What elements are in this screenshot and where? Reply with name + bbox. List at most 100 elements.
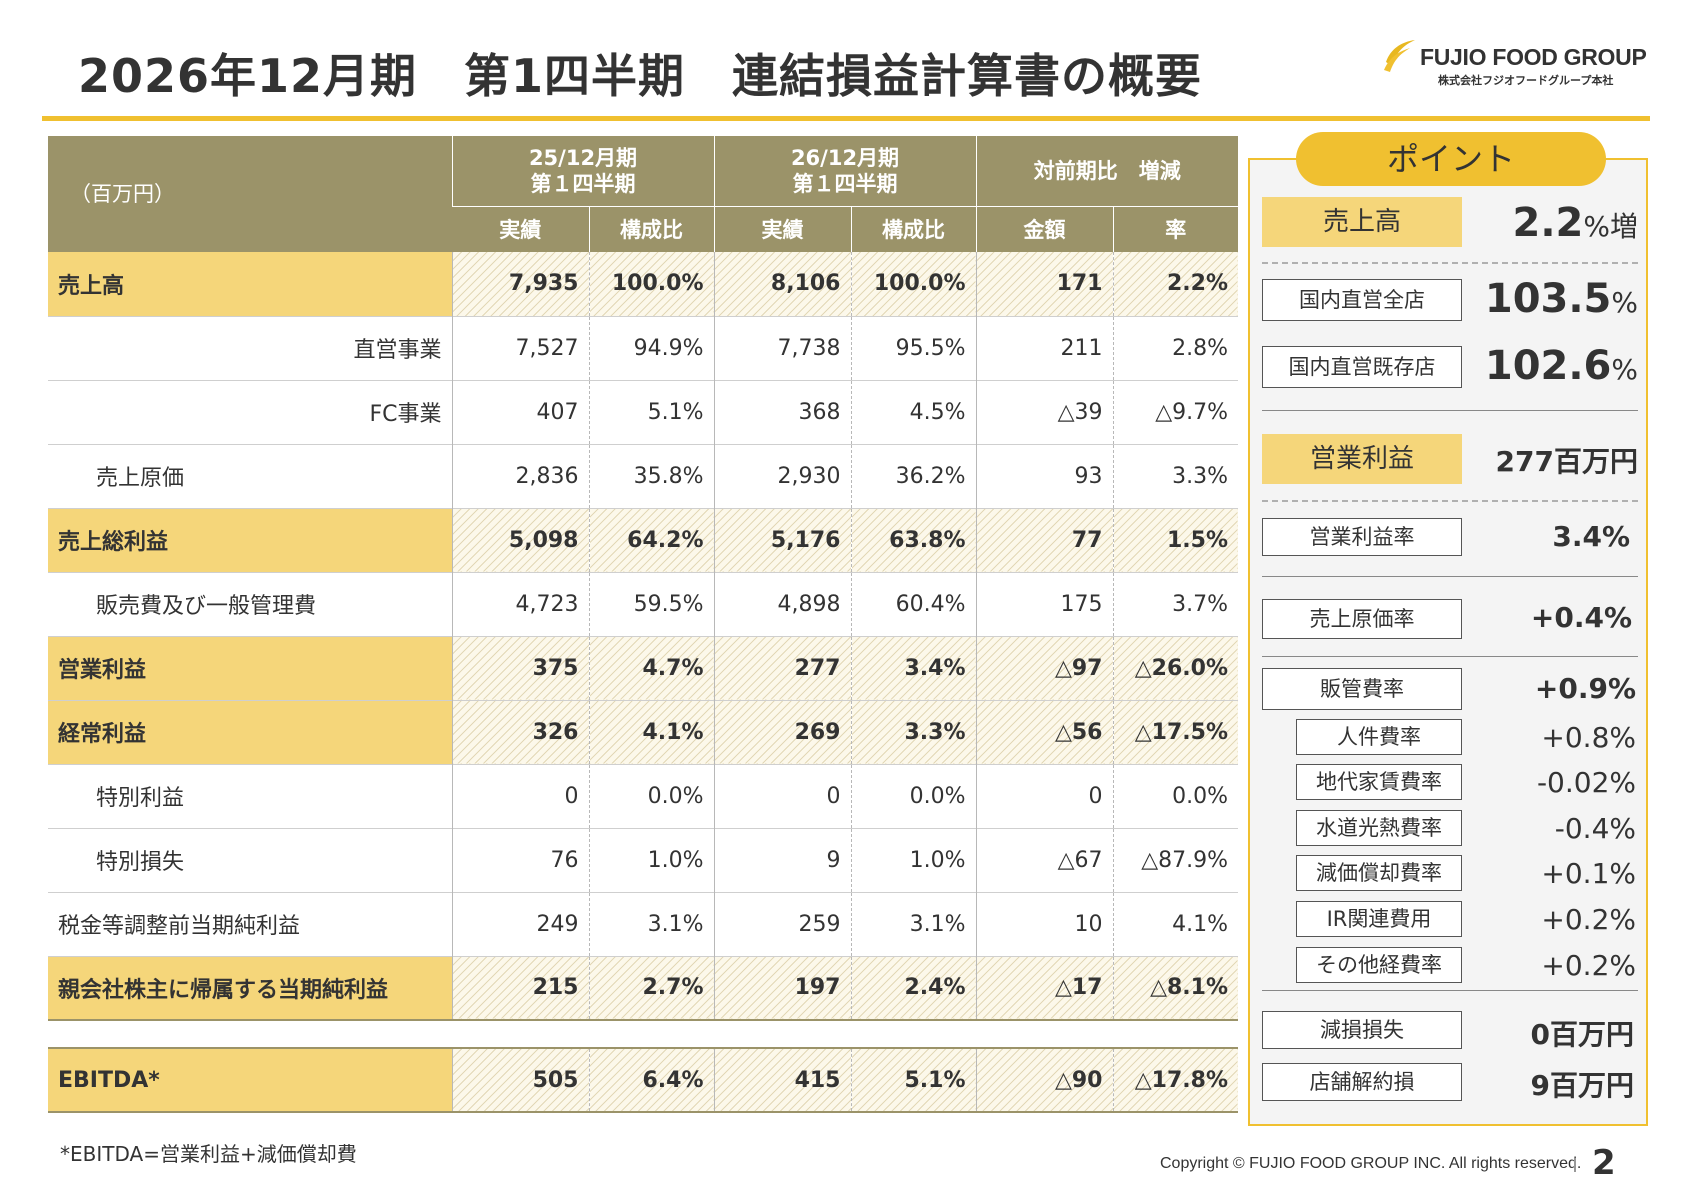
table-cell: 5,098 — [451, 508, 589, 572]
subheader: 構成比 — [850, 205, 976, 252]
company-logo: FUJIO FOOD GROUP 株式会社フジオフードグループ本社 — [1382, 36, 1647, 92]
table-cell: 93 — [975, 444, 1113, 508]
table-cell: 9 — [713, 828, 851, 892]
copyright: Copyright © FUJIO FOOD GROUP INC. All ri… — [1160, 1155, 1582, 1172]
table-cell: 171 — [975, 252, 1113, 316]
point-store-cancel-value: 9百万円 — [1530, 1069, 1634, 1102]
point-domestic-existing-value: 102.6% — [1484, 343, 1638, 389]
table-cell: 3.3% — [1112, 444, 1238, 508]
table-row: FC事業 407 5.1% 368 4.5% △39 △9.7% — [48, 380, 1238, 444]
divider — [1262, 990, 1638, 991]
table-cell: 4,723 — [451, 572, 589, 636]
period-header-curr: 26/12月期 第１四半期 — [713, 136, 976, 206]
divider — [1262, 576, 1638, 577]
table-cell: 407 — [451, 380, 589, 444]
table-row: EBITDA* 505 6.4% 415 5.1% △90 △17.8% — [48, 1048, 1238, 1112]
table-row: 直営事業 7,527 94.9% 7,738 95.5% 211 2.8% — [48, 316, 1238, 380]
footer-divider — [1574, 1158, 1576, 1172]
table-cell: 3.7% — [1112, 572, 1238, 636]
point-ir-value: +0.2% — [1541, 903, 1636, 936]
table-cell: △26.0% — [1112, 636, 1238, 700]
row-label: 売上高 — [48, 252, 452, 316]
table-cell: 59.5% — [588, 572, 714, 636]
row-label: 販売費及び一般管理費 — [96, 594, 317, 619]
table-cell: △90 — [975, 1048, 1113, 1112]
table-cell: 1.5% — [1112, 508, 1238, 572]
point-domestic-all-label: 国内直営全店 — [1262, 279, 1462, 321]
point-rent-label: 地代家賃費率 — [1296, 764, 1462, 800]
table-cell: 249 — [451, 892, 589, 956]
point-domestic-existing-label: 国内直営既存店 — [1262, 346, 1462, 388]
point-labor-value: +0.8% — [1541, 721, 1636, 754]
table-row: 売上高 7,935 100.0% 8,106 100.0% 171 2.2% — [48, 252, 1238, 316]
divider — [1262, 262, 1638, 264]
point-sales-value: 2.2%増 — [1512, 200, 1638, 246]
point-title: ポイント — [1296, 132, 1606, 186]
point-impairment-label: 減損損失 — [1262, 1011, 1462, 1049]
point-rent-value: -0.02% — [1536, 766, 1636, 799]
row-label: 売上総利益 — [48, 508, 452, 572]
page-number: 2 — [1592, 1143, 1616, 1183]
table-cell: △97 — [975, 636, 1113, 700]
table-cell: 6.4% — [588, 1048, 714, 1112]
table-cell: 175 — [975, 572, 1113, 636]
table-cell: 94.9% — [588, 316, 714, 380]
table-cell: 77 — [975, 508, 1113, 572]
table-cell: 3.4% — [850, 636, 976, 700]
table-cell: 0 — [975, 764, 1113, 828]
footnote: *EBITDA=営業利益+減価償却費 — [60, 1142, 357, 1166]
table-cell: △39 — [975, 380, 1113, 444]
table-cell: 4.1% — [1112, 892, 1238, 956]
row-label: 直営事業 — [353, 338, 442, 363]
table-cell: 63.8% — [850, 508, 976, 572]
point-other-value: +0.2% — [1541, 949, 1636, 982]
point-op-profit-value: 277百万円 — [1495, 445, 1638, 478]
table-cell: 0 — [713, 764, 851, 828]
subheader: 構成比 — [588, 205, 714, 252]
point-depreciation-value: +0.1% — [1541, 857, 1636, 890]
table-cell: △67 — [975, 828, 1113, 892]
point-sga-value: +0.9% — [1534, 672, 1636, 705]
point-op-profit-label: 営業利益 — [1262, 434, 1462, 484]
table-cell: 5,176 — [713, 508, 851, 572]
table-cell: △87.9% — [1112, 828, 1238, 892]
subheader: 実績 — [452, 205, 589, 252]
table-cell: 8,106 — [713, 252, 851, 316]
table-cell: 326 — [451, 700, 589, 764]
row-label: 経常利益 — [48, 700, 452, 764]
table-row: 税金等調整前当期純利益 249 3.1% 259 3.1% 10 4.1% — [48, 892, 1238, 956]
table-cell: 4,898 — [713, 572, 851, 636]
table-cell: 4.7% — [588, 636, 714, 700]
table-cell: 5.1% — [588, 380, 714, 444]
subheader: 実績 — [713, 205, 851, 252]
table-cell: △17 — [975, 956, 1113, 1020]
point-cogs-value: +0.4% — [1530, 601, 1632, 634]
page-title: 2026年12月期 第1四半期 連結損益計算書の概要 — [78, 49, 1203, 103]
table-cell: 100.0% — [850, 252, 976, 316]
row-label: 特別損失 — [96, 850, 185, 875]
table-cell: 3.3% — [850, 700, 976, 764]
table-cell: 368 — [713, 380, 851, 444]
table-cell: 2.4% — [850, 956, 976, 1020]
table-cell: 259 — [713, 892, 851, 956]
row-label: EBITDA* — [48, 1048, 452, 1112]
point-impairment-value: 0百万円 — [1530, 1018, 1634, 1051]
table-cell: 0.0% — [1112, 764, 1238, 828]
table-row: 販売費及び一般管理費 4,723 59.5% 4,898 60.4% 175 3.7% — [48, 572, 1238, 636]
point-domestic-all-value: 103.5% — [1484, 276, 1638, 322]
point-cogs-label: 売上原価率 — [1262, 599, 1462, 639]
table-cell: 10 — [975, 892, 1113, 956]
table-cell: 0 — [451, 764, 589, 828]
point-other-label: その他経費率 — [1296, 947, 1462, 983]
point-op-margin-label: 営業利益率 — [1262, 518, 1462, 556]
row-label: 売上原価 — [96, 466, 185, 491]
table-cell: △17.5% — [1112, 700, 1238, 764]
divider — [1262, 500, 1638, 502]
point-ir-label: IR関連費用 — [1296, 901, 1462, 937]
table-spacer — [48, 1020, 1238, 1048]
logo-mark-icon — [1384, 40, 1415, 72]
row-label: 特別利益 — [96, 786, 185, 811]
table-cell: △9.7% — [1112, 380, 1238, 444]
table-cell: 36.2% — [850, 444, 976, 508]
subheader: 率 — [1112, 205, 1238, 252]
